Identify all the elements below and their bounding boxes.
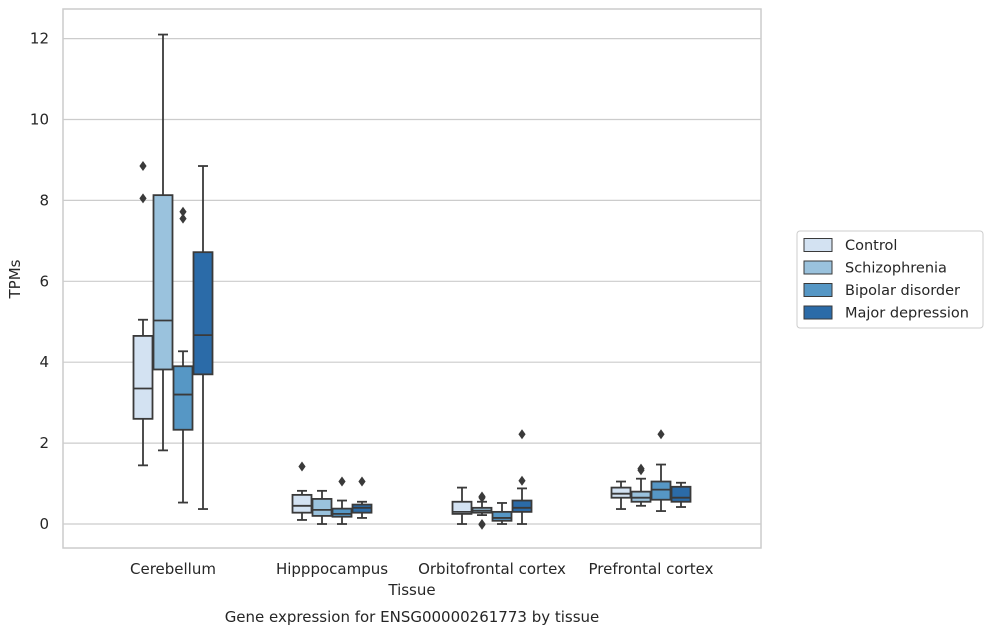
box-iqr xyxy=(511,499,533,513)
outlier-point xyxy=(179,213,187,224)
legend-swatch xyxy=(803,260,833,275)
box-plot-item xyxy=(172,206,194,504)
box-plot-item xyxy=(491,502,513,525)
legend-label: Control xyxy=(845,238,897,254)
box-iqr xyxy=(630,490,652,503)
box-plot-item xyxy=(351,476,373,519)
box-plot-item xyxy=(650,429,672,512)
outlier-point xyxy=(518,475,526,486)
box-plot-item xyxy=(451,486,473,525)
box-plot-item xyxy=(132,161,154,467)
outlier-point xyxy=(478,492,486,503)
box-iqr xyxy=(650,480,672,501)
box-plot-item xyxy=(152,33,174,452)
series-bipolar-disorder xyxy=(172,206,672,525)
legend-swatch xyxy=(803,305,833,320)
y-tick-label: 12 xyxy=(30,30,49,48)
box-iqr xyxy=(291,493,313,514)
box-iqr xyxy=(670,485,692,503)
y-tick-label: 2 xyxy=(39,434,49,452)
series-control xyxy=(132,161,632,525)
legend: Control Schizophrenia Bipolar disorder Majo… xyxy=(796,230,984,329)
box-plot-item xyxy=(291,461,313,521)
y-axis-label: TPMs xyxy=(6,259,24,299)
box-iqr xyxy=(311,498,333,517)
plot-frame xyxy=(62,8,762,549)
box-iqr xyxy=(451,500,473,515)
box-plot-item xyxy=(630,463,652,507)
box-iqr xyxy=(132,335,154,420)
gridlines xyxy=(63,37,761,525)
box-iqr xyxy=(331,507,353,518)
outlier-point xyxy=(518,429,526,440)
x-tick-label: Orbitofrontal cortex xyxy=(418,560,566,578)
series-major-depression xyxy=(192,165,692,525)
legend-label: Schizophrenia xyxy=(845,261,947,277)
box-plot-item xyxy=(670,481,692,508)
box-plot-item xyxy=(331,476,353,525)
y-tick-label: 0 xyxy=(39,515,49,533)
chart-caption: Gene expression for ENSG00000261773 by t… xyxy=(225,608,600,626)
x-tick-label: Hipppocampus xyxy=(276,560,388,578)
box-plot-item xyxy=(511,429,533,525)
outlier-point xyxy=(478,519,486,530)
outlier-point xyxy=(139,161,147,172)
outlier-point xyxy=(657,429,665,440)
box-iqr xyxy=(172,365,194,431)
box-plot-item xyxy=(311,489,333,525)
y-tick-labels: 0 2 4 6 8 10 12 xyxy=(30,30,49,533)
legend-swatch xyxy=(803,283,833,297)
box-iqr xyxy=(152,194,174,371)
box-iqr xyxy=(610,486,632,499)
box-plot-item xyxy=(192,165,214,510)
y-tick-label: 8 xyxy=(39,191,49,209)
y-tick-label: 4 xyxy=(39,353,49,371)
x-tick-label: Cerebellum xyxy=(130,560,216,578)
outlier-point xyxy=(338,476,346,487)
box-plot-item xyxy=(610,480,632,510)
y-tick-label: 10 xyxy=(30,111,49,129)
outlier-point xyxy=(298,461,306,472)
box-iqr xyxy=(491,510,513,522)
series-schizophrenia xyxy=(152,33,652,530)
plot-data xyxy=(132,33,692,530)
x-tick-labels: Cerebellum Hipppocampus Orbitofrontal cort… xyxy=(130,560,714,578)
outlier-point xyxy=(139,193,147,204)
box-iqr xyxy=(192,251,214,376)
outlier-point xyxy=(358,476,366,487)
x-axis-label: Tissue xyxy=(387,581,435,599)
legend-label: Bipolar disorder xyxy=(845,283,960,299)
y-tick-label: 6 xyxy=(39,272,49,290)
x-tick-label: Prefrontal cortex xyxy=(589,560,714,578)
outlier-point xyxy=(637,465,645,476)
legend-frame xyxy=(796,230,984,329)
legend-label: Major depression xyxy=(845,306,969,322)
legend-swatch xyxy=(803,238,833,252)
outlier-point xyxy=(179,206,187,217)
box-plot-item xyxy=(471,491,493,530)
